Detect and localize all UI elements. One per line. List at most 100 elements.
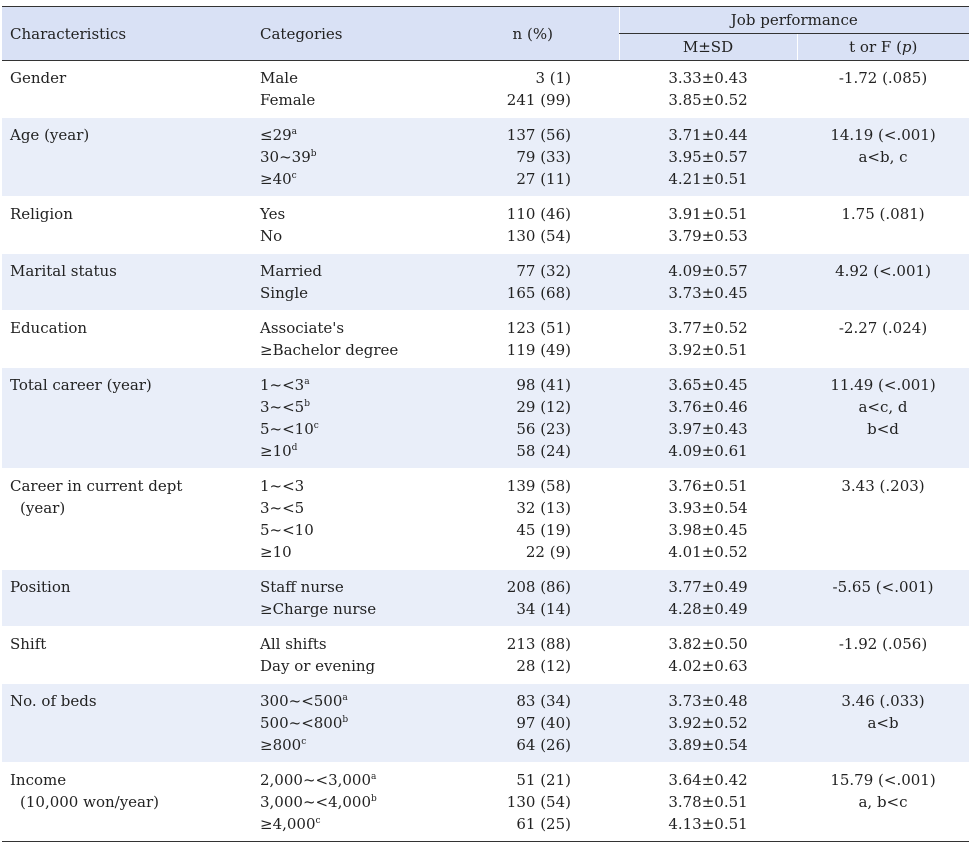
mean-sd-value: 4.13±0.51 [668,815,748,833]
category-cell: 1~<3a 3~<5b 5~<10c ≥10d [252,367,447,469]
n-percent-value: 58 (24) [516,442,571,460]
category-text: All shifts [260,635,327,653]
category-label: Day or evening [260,655,447,677]
statistic-cell: 1.75 (.081) [797,196,970,254]
n-percent-value: 213 (88) [506,635,571,653]
category-label: 3~<5b [260,396,447,418]
statistic-value: a, b<c [858,793,908,811]
category-label: ≥10d [260,440,447,462]
category-label: ≥40c [260,168,447,190]
characteristic-cell: Shift [2,626,252,684]
category-text: 2,000~<3,000 [260,771,372,789]
category-text: ≥Charge nurse [260,600,377,618]
n-percent-cell: 3 (1) 241 (99) [447,60,619,118]
category-label: Single [260,282,447,304]
category-text: 500~<800 [260,714,343,732]
mean-sd-cell: 3.64±0.42 3.78±0.51 4.13±0.51 [619,762,797,842]
category-label: Married [260,260,447,282]
characteristic-cell: Marital status [2,253,252,311]
characteristic-label: Career in current dept [10,477,183,495]
category-label: No [260,225,447,247]
category-superscript: a [291,127,298,137]
statistic-value: 1.75 (.081) [841,205,925,223]
category-cell: Married Single [252,253,447,311]
category-label: ≥800c [260,734,447,756]
n-percent-value: 61 (25) [516,815,571,833]
category-label: Female [260,89,447,111]
category-superscript: a [304,377,310,387]
category-label: 3,000~<4,000b [260,791,447,813]
category-text: Female [260,91,316,109]
statistic-cell: -1.92 (.056) [797,626,970,684]
characteristic-label: Position [10,578,71,596]
statistic-value: -1.92 (.056) [838,635,928,653]
mean-sd-value: 3.65±0.45 [668,376,748,394]
category-label: ≥4,000c [260,813,447,835]
category-cell: All shifts Day or evening [252,626,447,684]
mean-sd-value: 3.92±0.52 [668,714,748,732]
n-percent-value: 51 (21) [516,771,571,789]
statistic-value: 3.43 (.203) [841,477,925,495]
n-percent-cell: 77 (32) 165 (68) [447,253,619,311]
statistic-cell: -5.65 (<.001) [797,569,970,627]
statistic-value: -5.65 (<.001) [832,578,934,596]
mean-sd-cell: 3.33±0.43 3.85±0.52 [619,60,797,118]
statistic-cell: -2.27 (.024) [797,310,970,368]
statistic-value: 14.19 (<.001) [830,126,936,144]
category-cell: Male Female [252,60,447,118]
category-text: 5~<10 [260,420,314,438]
n-percent-value: 56 (23) [516,420,571,438]
table-row: Age (year) ≤29a 30~39b ≥40c 137 (56) 79 (33) 2… [2,117,970,197]
category-text: ≥Bachelor degree [260,341,399,359]
n-percent-value: 165 (68) [506,284,571,302]
header-p-label: p [901,38,912,56]
mean-sd-value: 3.71±0.44 [668,126,748,144]
n-percent-value: 97 (40) [516,714,571,732]
characteristic-cell: Position [2,569,252,627]
mean-sd-value: 3.89±0.54 [668,736,748,754]
n-percent-value: 83 (34) [516,692,571,710]
n-percent-cell: 83 (34) 97 (40) 64 (26) [447,683,619,763]
category-label: All shifts [260,633,447,655]
table-row: No. of beds 300~<500a 500~<800b ≥800c 83 (34… [2,683,970,763]
category-cell: 300~<500a 500~<800b ≥800c [252,683,447,763]
category-superscript: b [310,149,317,159]
category-label: 300~<500a [260,690,447,712]
mean-sd-value: 3.64±0.42 [668,771,748,789]
mean-sd-value: 3.77±0.49 [668,578,748,596]
header-close-paren: ) [911,38,918,56]
category-text: Staff nurse [260,578,344,596]
category-text: Associate's [260,319,345,337]
category-superscript: c [301,737,307,747]
statistic-value: a<c, d [858,398,908,416]
category-label: Male [260,67,447,89]
mean-sd-value: 3.76±0.51 [668,477,748,495]
n-percent-value: 22 (9) [525,543,571,561]
statistic-cell: 4.92 (<.001) [797,253,970,311]
mean-sd-value: 3.98±0.45 [668,521,748,539]
header-t-or-f-label: t or F ( [849,38,902,56]
statistic-value: -2.27 (.024) [838,319,928,337]
category-superscript: b [371,794,377,804]
category-text: 5~<10 [260,521,314,539]
category-text: No [260,227,283,245]
mean-sd-value: 3.33±0.43 [668,69,748,87]
statistic-cell: 14.19 (<.001) a<b, c [797,117,970,197]
mean-sd-value: 4.28±0.49 [668,600,748,618]
mean-sd-value: 3.78±0.51 [668,793,748,811]
mean-sd-cell: 3.91±0.51 3.79±0.53 [619,196,797,254]
characteristic-label: Total career (year) [10,376,152,394]
n-percent-cell: 51 (21) 130 (54) 61 (25) [447,762,619,842]
characteristic-cell: Career in current dept (year) [2,468,252,570]
table-row: Shift All shifts Day or evening 213 (88) 28 … [2,626,970,684]
n-percent-value: 64 (26) [516,736,571,754]
category-text: 1~<3 [260,376,305,394]
category-cell: Staff nurse ≥Charge nurse [252,569,447,627]
category-text: Married [260,262,322,280]
mean-sd-value: 4.01±0.52 [668,543,748,561]
mean-sd-value: 4.02±0.63 [668,657,748,675]
n-percent-value: 79 (33) [516,148,571,166]
characteristic-label: Income [10,771,67,789]
category-superscript: d [291,443,298,453]
category-superscript: a [342,693,348,703]
